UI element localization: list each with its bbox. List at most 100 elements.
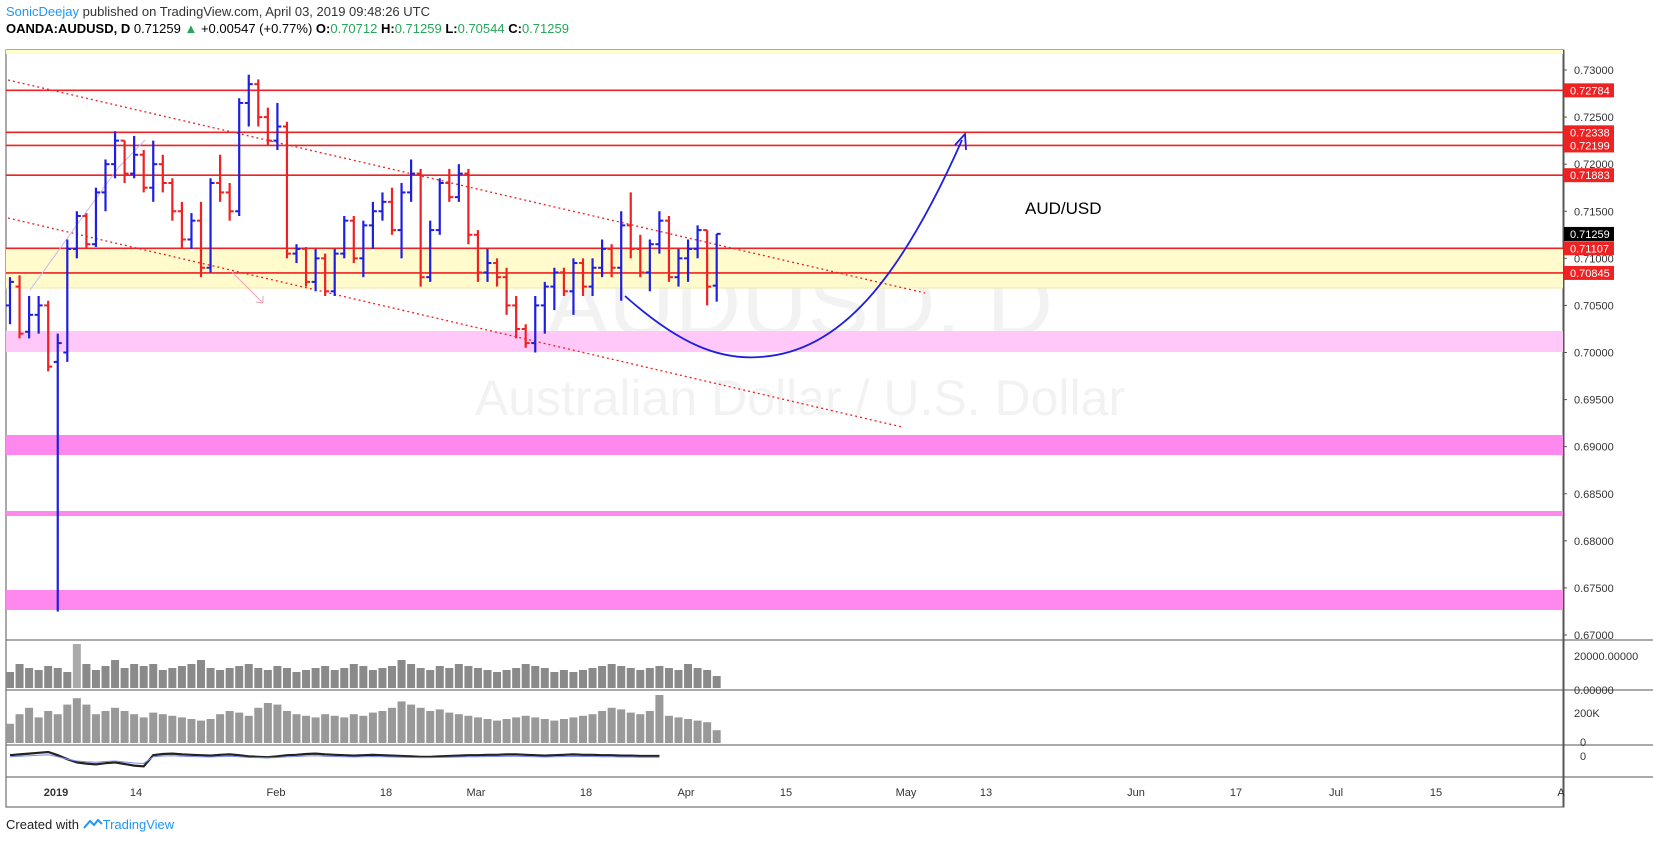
volume-bar (483, 670, 492, 688)
volume-bar (473, 668, 482, 688)
price-axis[interactable]: 0.73000 0.72500 0.72000 0.71500 0.71000 0.705… (1563, 65, 1614, 642)
volume-bar (15, 714, 24, 743)
volume-bar (149, 664, 158, 688)
volume-bar (378, 711, 387, 743)
volume-bar (263, 670, 272, 688)
volume-bar (445, 668, 454, 688)
created-with-text: Created with (6, 817, 79, 832)
symbol-label: OANDA:AUDUSD, D (6, 21, 131, 36)
pair-annotation[interactable]: AUD/USD (1025, 199, 1102, 218)
oscillator-signal-line (9, 754, 660, 764)
volume-bar (502, 719, 511, 743)
volume-bar (645, 668, 654, 688)
author-link[interactable]: SonicDeejay (6, 4, 79, 19)
volume-bar (531, 666, 540, 688)
volume-bar (177, 666, 186, 688)
volume-bar (197, 660, 205, 688)
volume-bar (684, 664, 693, 688)
volume-bar (617, 666, 626, 688)
volume-bar (502, 670, 511, 688)
open-label: O: (315, 21, 331, 36)
volume-bar (416, 668, 425, 688)
tradingview-link[interactable]: TradingView (102, 817, 175, 832)
volume-bar (120, 668, 129, 688)
oscillator-axis-label: 0 (1580, 751, 1586, 763)
volume-bar (197, 720, 205, 743)
volume-bar (464, 666, 473, 688)
price-label-text: 0.72199 (1570, 140, 1610, 152)
volume-bar (330, 715, 339, 743)
volume-bar (359, 715, 368, 743)
volume-bar (636, 714, 645, 743)
price-tick-label: 0.70000 (1574, 348, 1614, 360)
volume-bar (712, 676, 721, 688)
upper-trendline[interactable] (7, 79, 926, 294)
price-label-box (1564, 138, 1614, 153)
volume-bar (674, 670, 683, 688)
volume-bar (388, 707, 396, 743)
volume-bar (655, 666, 664, 688)
volume-bar (72, 644, 81, 688)
ohlc-bars (6, 74, 721, 612)
volume-bar (111, 660, 120, 688)
volume-bar (512, 717, 521, 743)
volume-bar (540, 719, 549, 743)
volume-bar (349, 714, 358, 743)
volume-bar (435, 709, 444, 743)
volume-bar (330, 670, 339, 688)
volume-bar (63, 672, 72, 688)
volume-bar (302, 670, 311, 688)
faint-line-2 (117, 139, 146, 169)
time-tick-label: 14 (130, 787, 142, 799)
volume-bar (6, 672, 14, 688)
volume-bar (82, 704, 91, 743)
volume-bar (550, 672, 559, 688)
volume-bar (282, 668, 291, 688)
volume-bar (263, 703, 272, 743)
lower-trendline[interactable] (7, 217, 903, 428)
time-axis[interactable]: 2019 14 Feb 18 Mar 18 Apr 15 May 13 Jun 17 Jul 15 A (44, 787, 1566, 799)
volume-bar (25, 707, 34, 743)
price-label-box (1564, 83, 1614, 98)
volume-bar (540, 668, 549, 688)
forecast-curve[interactable] (624, 139, 963, 359)
price-tick-label: 0.71500 (1574, 206, 1614, 218)
volume-bar (6, 723, 14, 743)
yellow-zone-mid (6, 249, 1563, 288)
volume-bar (397, 701, 406, 743)
volume-bar (311, 668, 320, 688)
volume-bar (340, 717, 349, 743)
price-label-box (1564, 226, 1614, 241)
volume-bar (569, 717, 578, 743)
volume-bar (187, 664, 196, 688)
volume-bar (655, 695, 664, 743)
low-label: L: (445, 21, 458, 36)
volume-bar (388, 666, 396, 688)
price-tick-label: 0.70500 (1574, 300, 1614, 312)
volume-bar (607, 707, 616, 743)
volume-bar (626, 712, 635, 743)
volume-bar (703, 722, 712, 743)
price-label-text: 0.72338 (1570, 127, 1610, 139)
volume-bar (25, 668, 34, 688)
volume-bar (225, 711, 234, 743)
volume-bar (521, 715, 530, 743)
volume-bar (340, 668, 349, 688)
price-tick-label: 0.72000 (1574, 159, 1614, 171)
time-tick-label: Mar (467, 787, 486, 799)
close-label: C: (508, 21, 522, 36)
price-change: +0.00547 (+0.77%) (200, 21, 313, 36)
price-label-box (1564, 265, 1614, 280)
volume-bar (684, 719, 693, 743)
volume-bar (617, 709, 626, 743)
faint-arrow (231, 271, 264, 304)
volume-bar (254, 707, 263, 743)
faint-line-1 (29, 167, 119, 291)
volume-bar (416, 707, 425, 743)
price-tick-label: 0.67500 (1574, 583, 1614, 595)
pink-zone-2 (6, 435, 1563, 455)
price-tick-label: 0.67000 (1574, 630, 1614, 642)
time-tick-label: Jul (1329, 787, 1343, 799)
volume-bar (139, 717, 148, 743)
